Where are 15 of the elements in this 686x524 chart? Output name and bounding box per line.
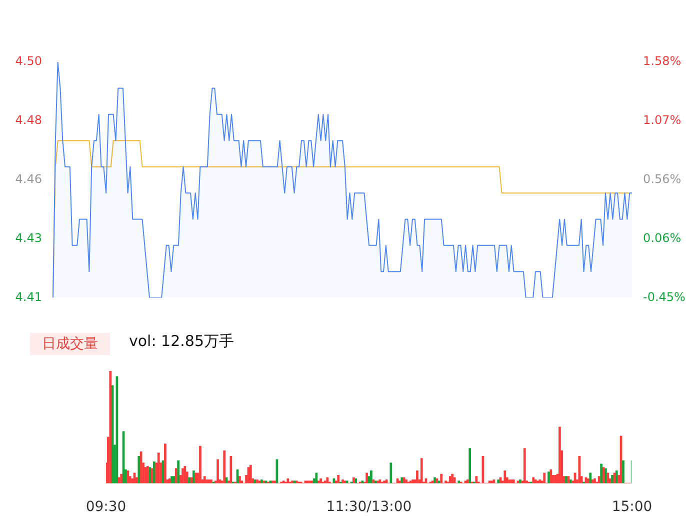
y-tick-label: 4.41 <box>15 290 42 304</box>
y-tick-label: 4.50 <box>15 54 42 68</box>
y-tick-label: 4.43 <box>15 230 42 245</box>
y2-tick-label: 1.07% <box>643 113 682 128</box>
x-tick-label: 15:00 <box>612 499 652 516</box>
text: vol: 12.85万手 <box>129 332 234 351</box>
y-tick-label: 4.46 <box>15 172 42 186</box>
x-tick-label: 11:30/13:00 <box>326 499 412 516</box>
y2-tick-label: 0.06% <box>643 230 682 245</box>
y2-tick-label: 0.56% <box>643 172 682 186</box>
x-tick-label: 09:30 <box>86 499 126 516</box>
text: 日成交量 <box>30 333 110 355</box>
y2-tick-label: 1.58% <box>643 54 682 68</box>
y-tick-label: 4.48 <box>15 113 42 128</box>
y2-tick-label: -0.45% <box>643 290 686 304</box>
